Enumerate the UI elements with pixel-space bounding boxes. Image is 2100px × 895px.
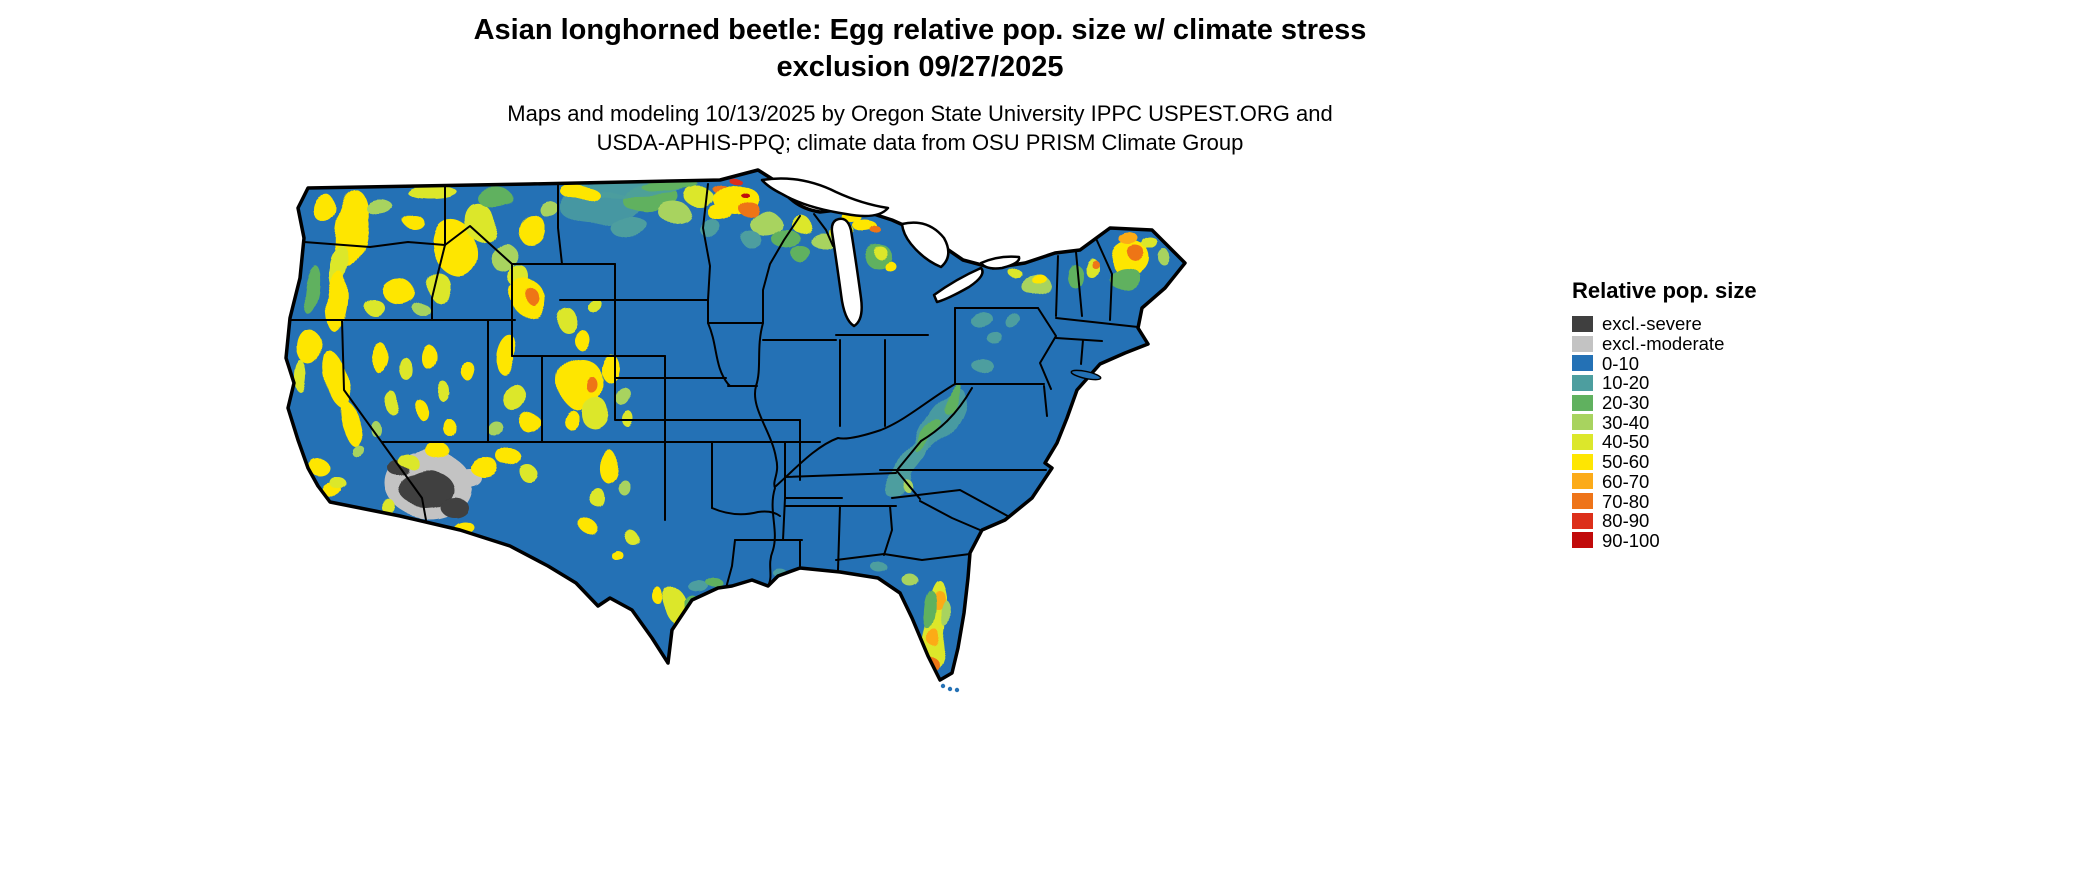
legend-item-v60-70: 60-70: [1572, 472, 1757, 492]
legend-title: Relative pop. size: [1572, 278, 1757, 303]
legend-label-v20-30: 20-30: [1602, 392, 1650, 414]
legend-swatch-v70-80: [1572, 493, 1593, 510]
legend-swatch-v0-10: [1572, 355, 1593, 372]
legend-swatch-v10-20: [1572, 374, 1593, 391]
legend-swatch-excl-severe: [1572, 315, 1593, 332]
legend-item-v40-50: 40-50: [1572, 432, 1757, 452]
legend-swatch-v20-30: [1572, 394, 1593, 411]
figure-title: Asian longhorned beetle: Egg relative po…: [0, 12, 1840, 86]
title-line-2: exclusion 09/27/2025: [776, 51, 1064, 83]
legend-label-v0-10: 0-10: [1602, 352, 1640, 374]
population-raster: [296, 175, 1171, 670]
florida-keys: [940, 683, 946, 689]
legend-label-v90-100: 90-100: [1602, 529, 1660, 551]
figure-header: Asian longhorned beetle: Egg relative po…: [0, 12, 1840, 157]
legend-label-v50-60: 50-60: [1602, 451, 1650, 473]
legend-swatch-v40-50: [1572, 433, 1593, 450]
lake-superior: [760, 177, 890, 218]
us-map: [280, 168, 1510, 890]
lake-ontario: [979, 255, 1021, 270]
florida-keys: [954, 687, 960, 693]
legend-item-v0-10: 0-10: [1572, 353, 1757, 373]
legend-label-v60-70: 60-70: [1602, 470, 1650, 492]
great-lakes: [760, 177, 1021, 328]
legend-item-v50-60: 50-60: [1572, 452, 1757, 472]
state-borders: [287, 183, 1139, 589]
legend-label-v40-50: 40-50: [1602, 431, 1650, 453]
legend-item-v70-80: 70-80: [1572, 491, 1757, 511]
legend-item-excl-severe: excl.-severe: [1572, 314, 1757, 334]
lake-erie: [932, 266, 984, 304]
subtitle-line-1: Maps and modeling 10/13/2025 by Oregon S…: [507, 101, 1333, 126]
legend-label-v80-90: 80-90: [1602, 510, 1650, 532]
legend-item-v90-100: 90-100: [1572, 531, 1757, 551]
florida-keys: [947, 686, 953, 692]
legend-item-v30-40: 30-40: [1572, 412, 1757, 432]
legend-item-v80-90: 80-90: [1572, 511, 1757, 531]
title-line-1: Asian longhorned beetle: Egg relative po…: [473, 14, 1367, 46]
us-landmass: [286, 170, 1185, 680]
long-island: [1070, 369, 1102, 381]
legend-label-v10-20: 10-20: [1602, 372, 1650, 394]
legend-swatch-v60-70: [1572, 473, 1593, 490]
lake-michigan: [830, 217, 863, 328]
legend-items: excl.-severe excl.-moderate 0-10 10-20 20-30…: [1572, 314, 1757, 550]
coastal-islands: [940, 369, 1102, 693]
figure-subtitle: Maps and modeling 10/13/2025 by Oregon S…: [0, 99, 1840, 157]
legend-swatch-v80-90: [1572, 512, 1593, 529]
legend-item-excl-moderate: excl.-moderate: [1572, 334, 1757, 354]
legend-swatch-v30-40: [1572, 414, 1593, 431]
legend-item-v10-20: 10-20: [1572, 373, 1757, 393]
legend-label-v30-40: 30-40: [1602, 411, 1650, 433]
legend-swatch-v90-100: [1572, 532, 1593, 549]
legend-swatch-v50-60: [1572, 453, 1593, 470]
legend-label-v70-80: 70-80: [1602, 490, 1650, 512]
legend-label-excl-moderate: excl.-moderate: [1602, 333, 1725, 355]
legend-item-v20-30: 20-30: [1572, 393, 1757, 413]
us-map-svg: [284, 168, 1187, 693]
subtitle-line-2: USDA-APHIS-PPQ; climate data from OSU PR…: [596, 130, 1244, 155]
us-outline: [284, 168, 1187, 682]
legend: Relative pop. size excl.-severe excl.-mod…: [1572, 278, 1757, 550]
legend-label-excl-severe: excl.-severe: [1602, 313, 1702, 335]
lake-huron: [900, 221, 950, 269]
legend-swatch-excl-moderate: [1572, 335, 1593, 352]
